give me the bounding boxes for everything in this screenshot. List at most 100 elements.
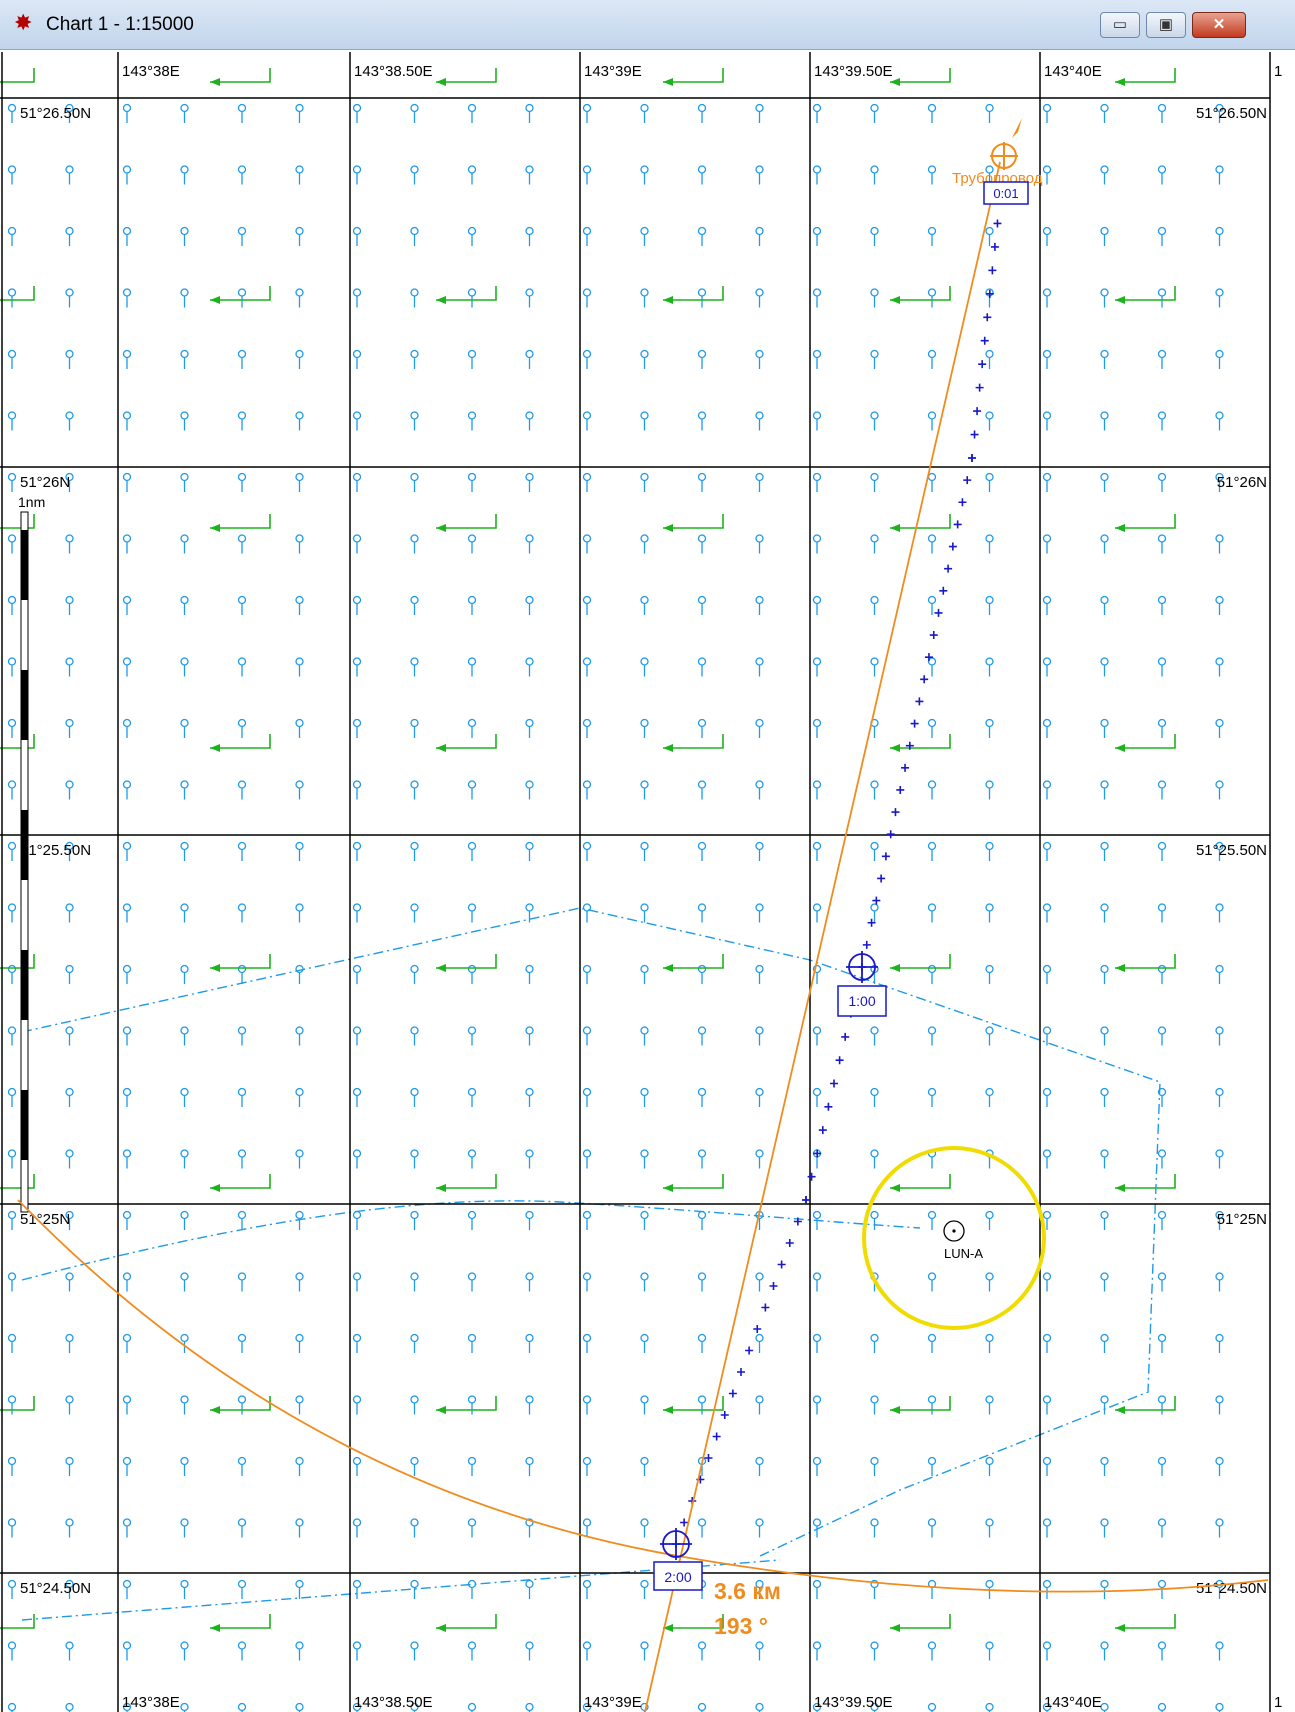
current-marker-icon	[525, 165, 534, 185]
current-marker-icon	[525, 595, 534, 615]
current-marker-icon	[7, 1579, 17, 1599]
top-longitude-label: 143°39.50E	[814, 63, 893, 80]
current-marker-icon	[237, 595, 247, 615]
waypoint-0200[interactable]: 2:00	[653, 1528, 703, 1591]
current-marker-icon	[1100, 1641, 1109, 1661]
current-marker-icon	[7, 1333, 17, 1353]
current-marker-icon	[1157, 657, 1167, 677]
current-marker-icon	[640, 472, 649, 492]
current-marker-icon	[525, 903, 534, 923]
track-point-icon	[920, 675, 929, 684]
current-marker-icon	[985, 903, 994, 923]
current-marker-icon	[1157, 841, 1167, 861]
right-edge-label: 1	[1274, 1694, 1282, 1711]
current-marker-icon	[7, 964, 17, 984]
track-point-icon	[813, 1149, 822, 1158]
current-marker-icon	[295, 1518, 304, 1538]
title-bar[interactable]: ✸ Chart 1 - 1:15000 ▭ ▣ ✕	[0, 0, 1295, 50]
track-point-icon	[802, 1196, 810, 1204]
current-marker-icon	[1042, 964, 1052, 984]
current-marker-icon	[467, 1333, 477, 1353]
current-marker-icon	[237, 1518, 247, 1538]
current-marker-icon	[7, 657, 17, 677]
current-marker-icon	[1157, 1149, 1167, 1169]
minimize-button[interactable]: ▭	[1100, 12, 1140, 38]
current-marker-icon	[1100, 595, 1109, 615]
current-marker-icon	[122, 1272, 132, 1292]
current-marker-icon	[697, 534, 707, 554]
current-marker-icon	[755, 657, 764, 677]
current-marker-icon	[812, 1702, 822, 1712]
current-marker-icon	[410, 472, 419, 492]
current-marker-icon	[1157, 534, 1167, 554]
current-marker-icon	[122, 780, 132, 800]
current-arrow-icon	[0, 286, 35, 301]
maximize-button[interactable]: ▣	[1146, 12, 1186, 38]
current-arrow-icon	[0, 514, 35, 529]
current-marker-icon	[1042, 411, 1052, 431]
current-marker-icon	[812, 964, 822, 984]
current-marker-icon	[237, 349, 247, 369]
current-marker-icon	[237, 534, 247, 554]
current-marker-icon	[755, 780, 764, 800]
current-marker-icon	[927, 657, 937, 677]
current-marker-icon	[7, 841, 17, 861]
current-marker-icon	[180, 1702, 189, 1712]
current-marker-icon	[122, 165, 132, 185]
nautical-chart-canvas[interactable]: 143°38E 143°38.50E 143°39E 143°39.50E 14…	[0, 50, 1295, 1712]
current-marker-icon	[467, 349, 477, 369]
window-title: Chart 1 - 1:15000	[46, 14, 194, 35]
current-marker-icon	[1157, 1395, 1167, 1415]
current-arrow-icon	[890, 286, 951, 304]
track-point-icon	[963, 476, 972, 485]
track-point-icon	[993, 219, 1002, 228]
current-marker-icon	[1215, 1026, 1224, 1046]
current-marker-icon	[65, 1579, 74, 1599]
current-marker-icon	[65, 103, 74, 123]
current-marker-icon	[467, 1456, 477, 1476]
current-marker-icon	[1100, 472, 1109, 492]
current-marker-icon	[7, 1087, 17, 1107]
current-arrow-icon	[0, 1396, 35, 1411]
current-marker-icon	[927, 349, 937, 369]
current-marker-icon	[812, 780, 822, 800]
current-marker-icon	[295, 718, 304, 738]
close-button[interactable]: ✕	[1192, 12, 1246, 38]
current-marker-icon	[870, 103, 879, 123]
current-marker-icon	[1157, 718, 1167, 738]
waypoint-0100[interactable]: 1:00	[837, 951, 887, 1017]
station-lun-a[interactable]: LUN-A	[862, 1146, 1046, 1330]
current-marker-icon	[640, 595, 649, 615]
current-marker-icon	[870, 288, 879, 308]
current-marker-icon	[467, 903, 477, 923]
current-marker-icon	[180, 1149, 189, 1169]
current-marker-icon	[180, 1395, 189, 1415]
current-marker-icon	[525, 780, 534, 800]
current-marker-icon	[870, 349, 879, 369]
current-marker-icon	[985, 1456, 994, 1476]
current-marker-icon	[755, 1641, 764, 1661]
current-marker-icon	[640, 1641, 649, 1661]
current-arrow-icon	[0, 954, 35, 969]
current-marker-icon	[467, 1702, 477, 1712]
current-marker-icon	[410, 595, 419, 615]
current-marker-icon	[927, 1641, 937, 1661]
current-marker-icon	[122, 1641, 132, 1661]
current-marker-icon	[352, 903, 362, 923]
current-marker-icon	[582, 1395, 592, 1415]
current-marker-icon	[582, 226, 592, 246]
waypoint-0001[interactable]: 0:01	[983, 181, 1029, 205]
current-marker-icon	[7, 1395, 17, 1415]
current-marker-icon	[7, 1641, 17, 1661]
current-marker-icon	[1215, 349, 1224, 369]
current-marker-icon	[1042, 534, 1052, 554]
current-marker-icon	[65, 964, 74, 984]
current-marker-icon	[1215, 1456, 1224, 1476]
current-marker-icon	[985, 841, 994, 861]
track-point-icon	[886, 830, 895, 839]
current-marker-icon	[7, 103, 17, 123]
current-marker-icon	[812, 1272, 822, 1292]
current-marker-icon	[697, 1087, 707, 1107]
current-marker-icon	[237, 1395, 247, 1415]
current-marker-icon	[295, 1579, 304, 1599]
